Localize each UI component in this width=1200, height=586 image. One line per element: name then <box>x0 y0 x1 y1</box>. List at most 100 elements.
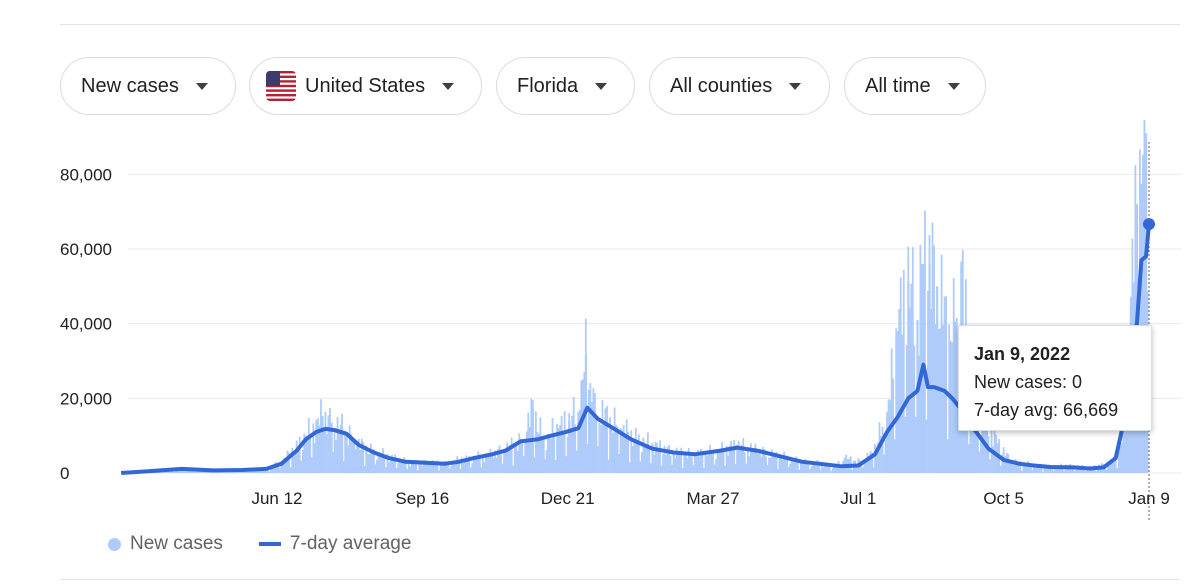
new-cases-bar <box>819 470 822 473</box>
new-cases-bar <box>980 434 982 473</box>
new-cases-bar <box>513 444 516 473</box>
new-cases-bar <box>1039 465 1041 473</box>
timerange-dropdown[interactable]: All time <box>844 57 986 115</box>
new-cases-bar <box>471 463 474 473</box>
new-cases-bar <box>518 433 521 473</box>
new-cases-bar <box>279 468 281 473</box>
new-cases-bar <box>460 457 463 473</box>
new-cases-bar <box>289 466 292 473</box>
new-cases-bar <box>519 441 522 473</box>
x-axis-ticks: Jun 12 Sep 16 Dec 21 Mar 27 Jul 1 Oct 5 Jan 9 <box>251 489 1169 508</box>
new-cases-bar <box>162 471 165 473</box>
new-cases-bar <box>910 283 913 473</box>
new-cases-bar <box>656 442 658 473</box>
new-cases-bar <box>1096 466 1099 473</box>
new-cases-bar <box>551 418 554 473</box>
new-cases-bar <box>943 316 946 473</box>
new-cases-bar <box>545 450 548 473</box>
new-cases-bar <box>627 431 630 473</box>
new-cases-bar <box>354 449 357 473</box>
new-cases-bar <box>808 469 811 473</box>
new-cases-bar <box>940 254 943 473</box>
country-dropdown[interactable]: United States <box>249 57 482 115</box>
x-tick-label: Sep 16 <box>395 489 449 508</box>
new-cases-bar <box>781 459 784 473</box>
new-cases-bar <box>510 437 513 473</box>
new-cases-bar <box>453 460 456 473</box>
new-cases-bar <box>987 436 990 473</box>
new-cases-bar <box>204 471 207 473</box>
new-cases-bar <box>285 460 287 473</box>
new-cases-bar <box>410 461 413 473</box>
new-cases-bar <box>1028 463 1031 473</box>
new-cases-bar <box>948 324 951 473</box>
new-cases-bar <box>488 456 490 473</box>
new-cases-bar <box>908 307 911 473</box>
new-cases-bar <box>1119 445 1122 473</box>
new-cases-bar <box>1013 464 1016 473</box>
x-tick-label: Jul 1 <box>840 489 876 508</box>
new-cases-bar <box>975 416 978 473</box>
new-cases-bar <box>330 422 333 473</box>
new-cases-bar <box>577 411 580 473</box>
new-cases-bar <box>589 383 592 473</box>
x-tick-label: Jun 12 <box>251 489 302 508</box>
new-cases-bar <box>866 452 869 473</box>
timerange-dropdown-label: All time <box>865 74 931 97</box>
new-cases-bar <box>827 466 829 473</box>
new-cases-bar <box>480 467 483 473</box>
new-cases-bar <box>436 460 439 473</box>
cases-chart[interactable]: 0 20,000 40,000 60,000 80,000 Jun 12 Sep 16 De… <box>0 120 1200 520</box>
new-cases-bar <box>730 440 733 473</box>
metric-dropdown[interactable]: New cases <box>60 57 236 115</box>
new-cases-bar <box>704 450 707 473</box>
new-cases-bar <box>895 328 898 473</box>
state-dropdown[interactable]: Florida <box>496 57 635 115</box>
new-cases-bar <box>477 451 480 473</box>
new-cases-bar <box>1020 470 1023 473</box>
new-cases-bar <box>760 456 763 473</box>
new-cases-bar <box>1014 459 1017 473</box>
new-cases-bar <box>911 247 914 473</box>
new-cases-bar <box>639 461 642 473</box>
new-cases-bar <box>226 472 228 473</box>
new-cases-bar <box>712 450 714 473</box>
new-cases-bar <box>952 277 955 473</box>
new-cases-bar <box>580 380 583 473</box>
new-cases-bar <box>498 445 501 473</box>
new-cases-bar <box>569 428 572 473</box>
new-cases-bar <box>427 461 430 473</box>
new-cases-bar <box>907 282 910 473</box>
new-cases-bar <box>372 448 375 473</box>
new-cases-bar <box>939 328 941 473</box>
new-cases-bar <box>834 467 837 473</box>
new-cases-bar <box>999 465 1002 473</box>
new-cases-bar <box>409 466 412 473</box>
new-cases-bar <box>733 439 736 473</box>
new-cases-bar <box>286 450 289 473</box>
new-cases-bar <box>1046 467 1049 473</box>
new-cases-bar <box>869 451 872 473</box>
new-cases-bar <box>465 455 468 473</box>
new-cases-bar <box>1040 466 1043 473</box>
new-cases-bar <box>303 433 306 473</box>
new-cases-bar <box>650 463 652 473</box>
new-cases-bar <box>583 372 586 473</box>
new-cases-bar <box>333 428 336 473</box>
new-cases-bar <box>500 454 502 473</box>
new-cases-bar <box>490 454 494 473</box>
new-cases-bar <box>663 445 666 473</box>
new-cases-bar <box>665 454 667 473</box>
chevron-down-icon <box>195 82 208 90</box>
new-cases-bar <box>368 453 371 473</box>
new-cases-bar <box>560 415 563 473</box>
new-cases-bar <box>1004 456 1007 473</box>
new-cases-bar <box>802 462 805 473</box>
new-cases-bar <box>690 456 693 473</box>
new-cases-bar <box>556 423 558 473</box>
new-cases-bar <box>304 435 307 473</box>
new-cases-bar <box>416 470 419 473</box>
new-cases-bar <box>743 452 746 473</box>
new-cases-bar <box>257 471 260 473</box>
county-dropdown[interactable]: All counties <box>649 57 830 115</box>
